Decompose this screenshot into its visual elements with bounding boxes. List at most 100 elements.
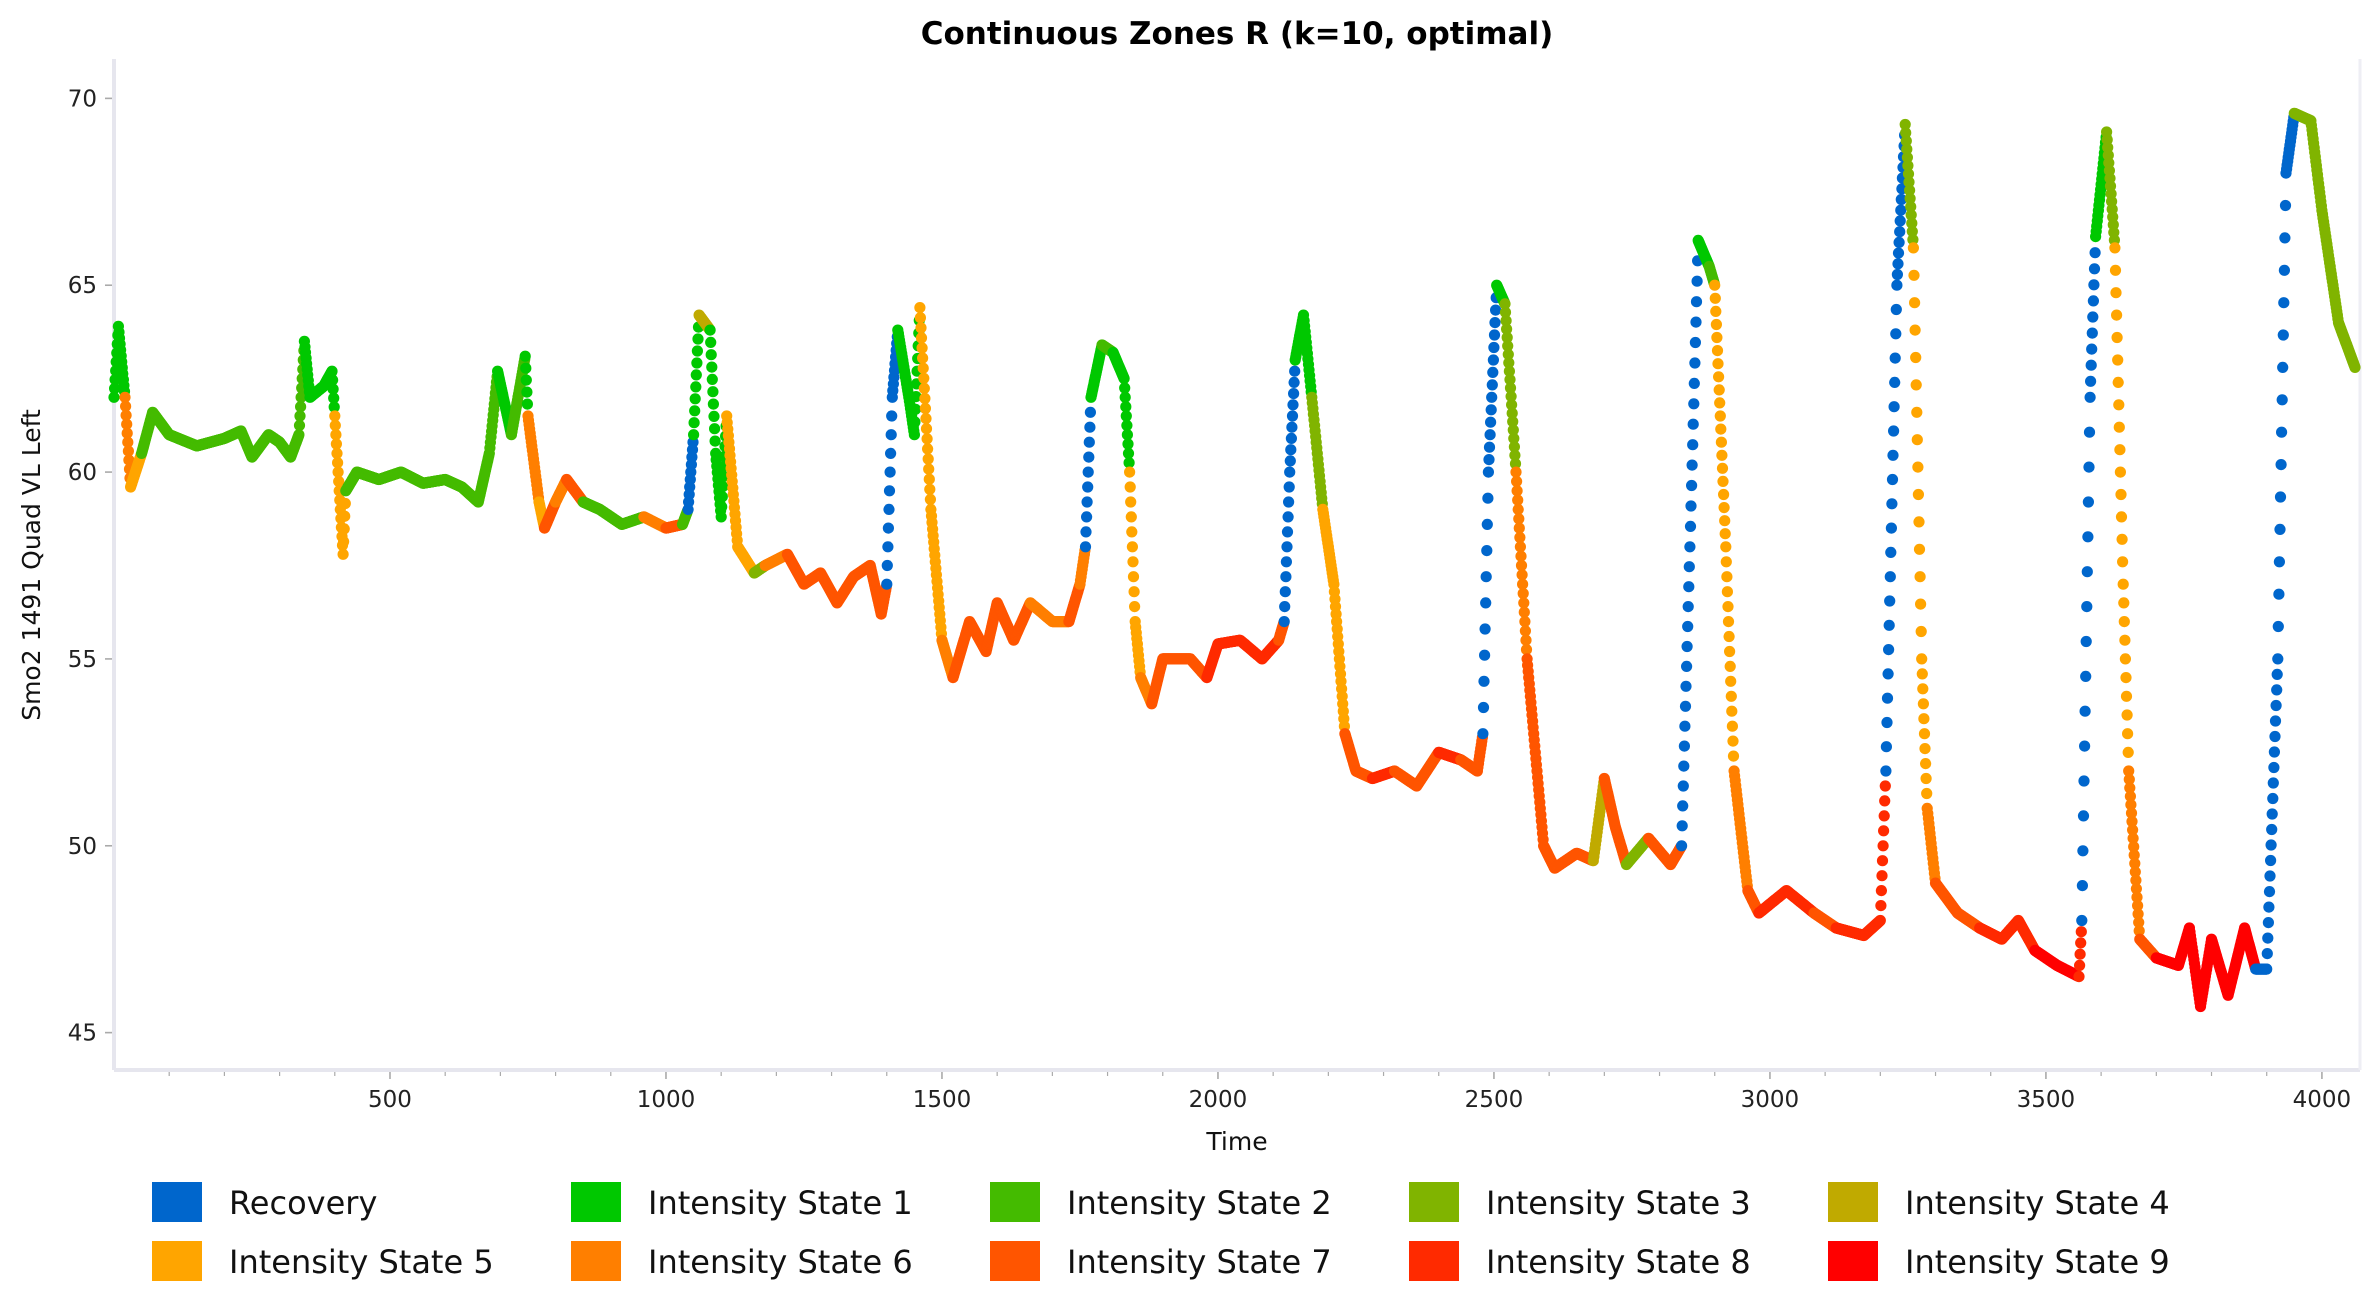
data-point-state-3 [1501, 331, 1513, 344]
data-point-state-5 [924, 493, 937, 505]
data-point-recovery [2076, 880, 2088, 892]
data-point-recovery [2279, 232, 2291, 244]
data-point-state-8 [1879, 780, 1891, 792]
data-point-state-6 [2129, 857, 2141, 870]
data-point-recovery [1477, 701, 1490, 714]
data-point-state-5 [1716, 462, 1729, 474]
data-point-recovery [1889, 376, 1901, 388]
data-point-recovery [1288, 388, 1300, 400]
data-point-recovery [2273, 556, 2285, 568]
data-point-recovery [1676, 820, 1688, 832]
data-point-state-1 [692, 333, 704, 345]
data-point-state-5 [1717, 475, 1729, 487]
data-point-state-3 [1506, 407, 1518, 419]
data-point-state-5 [1721, 586, 1733, 598]
data-point-recovery [1888, 401, 1900, 413]
data-point-state-5 [1912, 461, 1924, 473]
data-point-recovery [1489, 317, 1501, 329]
data-point-state-5 [337, 548, 349, 560]
data-point-recovery [2268, 746, 2280, 758]
data-point-state-5 [915, 322, 927, 334]
data-point-recovery [2261, 948, 2273, 960]
data-point-state-5 [331, 447, 343, 459]
data-point-recovery [885, 429, 897, 441]
data-point-state-5 [1727, 750, 1740, 762]
data-point-state-1 [1120, 410, 1132, 422]
data-point-state-5 [2118, 616, 2130, 628]
data-point-recovery [1687, 418, 1699, 430]
data-point-state-5 [1909, 324, 1921, 336]
data-point-recovery [1689, 357, 1701, 369]
data-point-recovery [2076, 914, 2088, 927]
data-point-recovery [1885, 522, 1897, 534]
data-point-recovery [1690, 316, 1702, 328]
data-point-state-5 [1913, 516, 1925, 528]
data-point-state-5 [1920, 758, 1932, 770]
legend-label: Intensity State 6 [648, 1243, 913, 1281]
data-point-recovery [1690, 296, 1703, 308]
data-point-state-6 [120, 409, 132, 421]
data-point-state-5 [1719, 515, 1731, 527]
data-point-state-6 [2127, 824, 2139, 836]
data-point-state-6 [1512, 503, 1524, 515]
legend-label: Intensity State 5 [229, 1243, 494, 1281]
data-point-state-5 [339, 510, 351, 522]
data-point-state-5 [1723, 630, 1735, 643]
data-point-state-5 [2122, 746, 2134, 759]
data-point-state-6 [2125, 799, 2137, 811]
data-point-recovery [1884, 595, 1896, 607]
data-point-state-1 [704, 324, 716, 336]
data-point-state-3 [1504, 374, 1516, 386]
data-point-state-5 [1918, 728, 1931, 740]
legend-item: Intensity State 2 [990, 1182, 1332, 1222]
legend-label: Recovery [229, 1184, 377, 1222]
axes: 500 1000 1500 2000 2500 3000 3500 4000 45 50 55 60 6… [68, 59, 2362, 1113]
data-point-state-3 [1906, 217, 1918, 229]
data-point-state-5 [1726, 705, 1738, 717]
data-point-state-5 [921, 433, 933, 445]
data-point-state-8 [1875, 885, 1887, 897]
data-point-state-5 [1709, 292, 1721, 304]
data-point-state-3 [1901, 151, 1913, 163]
data-point-state-6 [123, 454, 135, 466]
data-point-state-5 [1921, 787, 1933, 800]
data-point-recovery [1481, 518, 1493, 531]
data-point-recovery [1684, 541, 1696, 553]
data-point-state-5 [2119, 634, 2131, 646]
data-point-state-8 [1876, 870, 1888, 882]
data-point-state-1 [908, 429, 921, 441]
data-point-state-3 [1905, 201, 1917, 213]
data-point-state-5 [1917, 683, 1929, 695]
data-point-state-1 [328, 401, 340, 413]
legend-label: Intensity State 7 [1067, 1243, 1332, 1281]
data-point-state-6 [2123, 765, 2135, 777]
legend-item: Intensity State 5 [152, 1241, 494, 1281]
data-point-state-1 [715, 511, 727, 523]
data-point-recovery [1484, 429, 1496, 441]
data-point-recovery [883, 503, 895, 515]
data-point-state-5 [2120, 690, 2133, 702]
data-point-recovery [1684, 520, 1697, 533]
data-point-state-1 [520, 362, 532, 374]
data-point-state-6 [122, 445, 134, 457]
data-point-state-5 [1126, 541, 1138, 553]
data-point-state-1 [709, 423, 721, 435]
data-point-recovery [1481, 545, 1493, 557]
data-point-state-6 [1515, 550, 1527, 562]
data-point-state-3 [1507, 424, 1519, 436]
data-point-state-5 [1718, 488, 1730, 501]
data-point-state-1 [1118, 373, 1130, 385]
data-point-state-3 [1507, 416, 1519, 428]
data-point-state-1 [327, 374, 339, 386]
data-point-recovery [2274, 523, 2286, 536]
legend-swatch [152, 1182, 202, 1222]
legend-swatch [571, 1241, 621, 1281]
data-point-recovery [2278, 264, 2290, 276]
data-point-recovery [1686, 479, 1698, 492]
data-point-state-2 [295, 391, 307, 403]
legend-label: Intensity State 4 [1905, 1184, 2170, 1222]
data-point-state-1 [688, 429, 700, 441]
data-point-state-3 [1907, 234, 1919, 246]
data-point-recovery [885, 447, 897, 459]
data-point-state-5 [924, 483, 936, 495]
